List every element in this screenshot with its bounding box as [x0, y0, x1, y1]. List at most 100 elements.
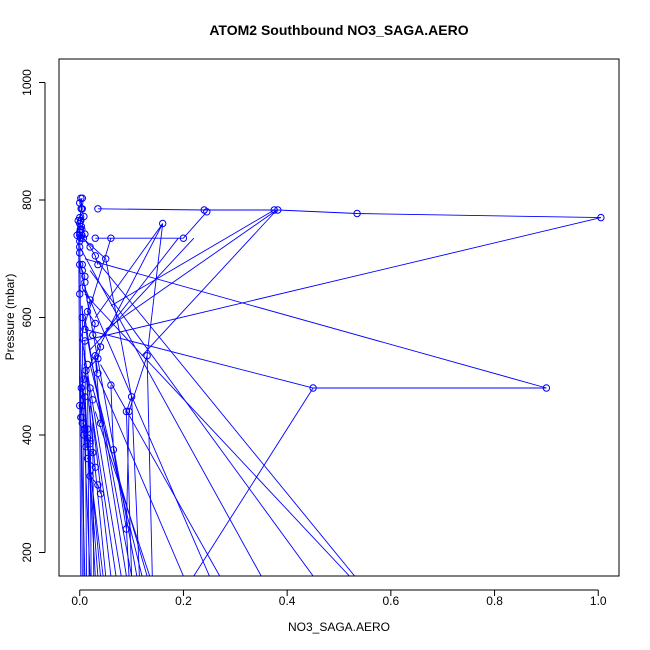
connector-line: [100, 237, 179, 339]
data-point: [86, 384, 94, 392]
data-point: [81, 425, 89, 433]
data-point: [91, 463, 100, 471]
data-point: [83, 434, 92, 442]
data-point: [122, 525, 131, 533]
x-axis-label: NO3_SAGA.AERO: [288, 620, 390, 634]
x-tick-label: 0.2: [175, 594, 192, 608]
data-point: [76, 243, 84, 251]
y-tick-label: 1000: [20, 69, 34, 96]
connector-line: [94, 223, 164, 318]
connector-line: [87, 376, 90, 576]
data-point: [76, 249, 84, 257]
x-tick-label: 0.8: [486, 594, 503, 608]
connector-line: [84, 340, 87, 576]
connector-line: [146, 355, 153, 576]
data-point: [86, 440, 94, 448]
data-point: [597, 213, 605, 222]
data-point: [77, 194, 85, 202]
data-point: [94, 369, 102, 377]
connector-line: [89, 399, 117, 576]
series-line: [79, 234, 133, 412]
data-point: [127, 393, 136, 401]
data-point: [96, 490, 105, 498]
connector-line: [79, 223, 83, 576]
connector-line: [131, 396, 140, 576]
connector-line: [94, 258, 355, 576]
data-point: [109, 446, 118, 454]
data-point: [83, 307, 92, 316]
data-point: [77, 384, 86, 392]
data-point: [80, 375, 88, 383]
connector-line: [125, 411, 133, 576]
data-point: [270, 206, 278, 214]
data-point: [77, 205, 86, 213]
connector-line: [79, 258, 138, 576]
x-tick-label: 0.6: [383, 594, 400, 608]
data-point: [542, 384, 551, 392]
connector-line: [80, 305, 133, 576]
data-point: [353, 209, 361, 218]
connector-line: [100, 364, 221, 576]
data-point: [74, 216, 82, 225]
connector-line: [110, 209, 275, 307]
data-point: [86, 243, 94, 251]
x-tick-label: 1.0: [590, 594, 607, 608]
data-point: [78, 266, 87, 275]
connector-line: [84, 287, 210, 576]
connector-line: [79, 246, 262, 576]
series-line: [97, 208, 601, 219]
connector-line: [89, 405, 92, 576]
data-point: [94, 205, 102, 213]
data-point: [76, 401, 84, 410]
data-point: [91, 319, 100, 328]
series-line: [81, 422, 101, 494]
connector-line: [89, 270, 314, 576]
data-point: [80, 212, 88, 221]
connector-line: [81, 340, 122, 576]
data-point: [83, 360, 92, 369]
plot-frame: [58, 58, 620, 577]
data-point: [107, 381, 115, 389]
data-point: [91, 352, 100, 360]
connector-line: [89, 223, 164, 365]
connector-line: [125, 528, 130, 576]
data-point: [96, 343, 105, 351]
data-point: [81, 393, 89, 401]
data-point: [125, 407, 133, 416]
data-point: [81, 325, 89, 333]
connector-line: [92, 423, 95, 576]
connector-line: [81, 305, 85, 576]
data-point: [76, 231, 84, 240]
connector-line: [85, 434, 104, 576]
data-point: [179, 234, 188, 242]
x-tick-label: 0.4: [279, 594, 296, 608]
data-point: [274, 206, 282, 214]
chart-title: ATOM2 Southbound NO3_SAGA.AERO: [209, 22, 468, 38]
data-point: [76, 290, 84, 298]
series-line: [94, 355, 101, 424]
series-line: [84, 328, 547, 389]
data-point: [89, 396, 97, 404]
series-line: [95, 211, 208, 239]
y-tick-label: 200: [20, 542, 34, 562]
data-point: [81, 230, 89, 238]
x-tick-label: 0.0: [71, 594, 88, 608]
data-point: [89, 331, 97, 339]
data-point: [83, 425, 92, 433]
connector-line: [82, 217, 602, 342]
data-point: [107, 234, 115, 242]
connector-line: [193, 387, 314, 576]
y-axis-label: Pressure (mbar): [3, 274, 17, 361]
x-axis: 0.0 0.2 0.4 0.6 0.8 1.0: [71, 589, 607, 608]
y-tick-label: 600: [20, 307, 34, 327]
data-point: [96, 419, 105, 427]
data-point: [94, 260, 102, 269]
data-point: [89, 448, 97, 457]
y-tick-label: 800: [20, 190, 34, 210]
data-layer: [73, 194, 605, 576]
data-point: [78, 413, 87, 422]
data-point: [78, 313, 87, 322]
data-point: [86, 296, 94, 304]
